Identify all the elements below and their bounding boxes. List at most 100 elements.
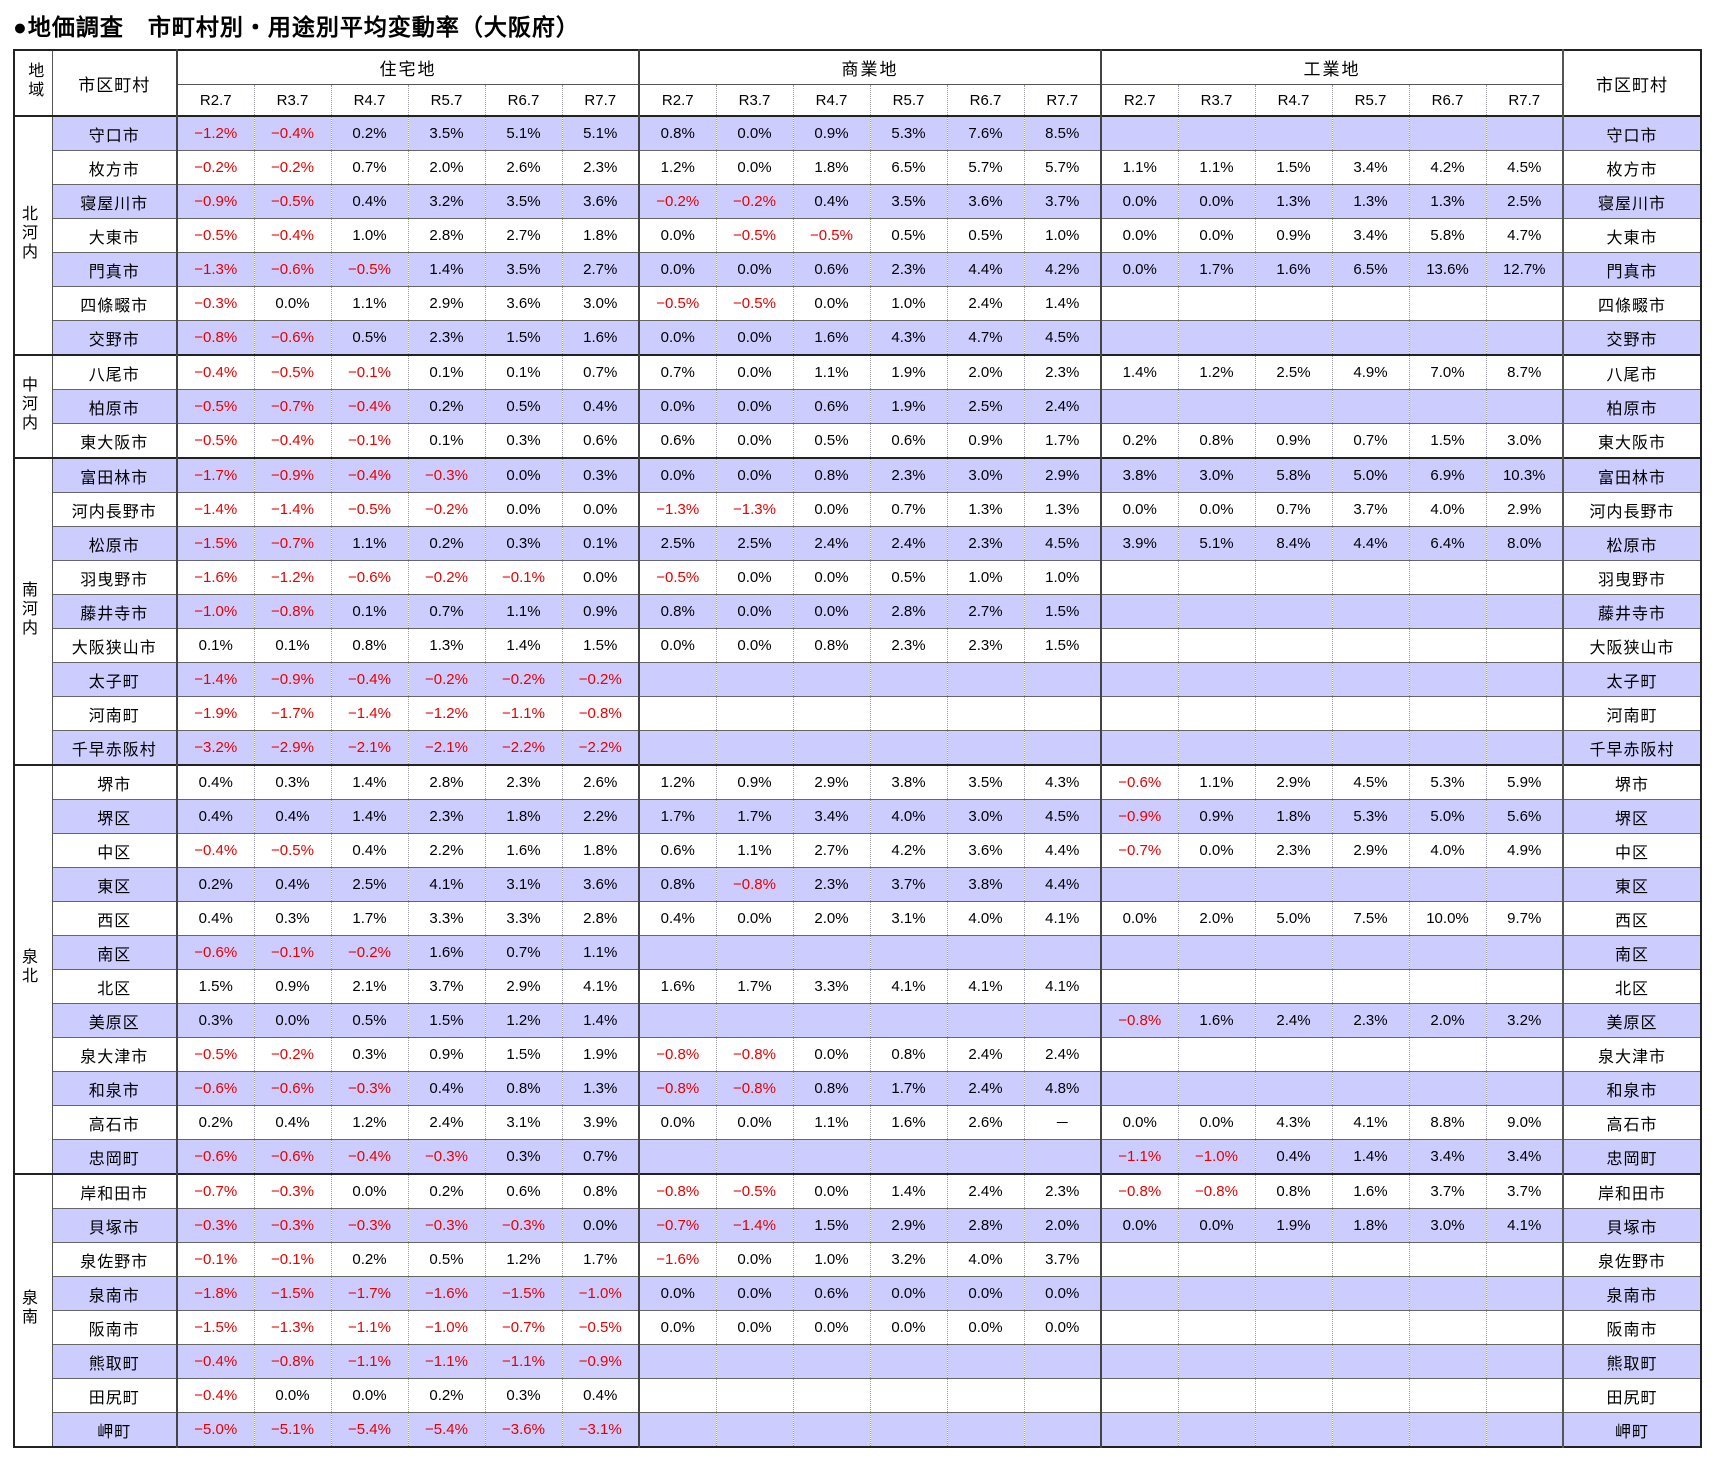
value-cell-residential: 0.3% [561, 457, 639, 493]
value-cell-residential: 1.5% [407, 1003, 485, 1038]
table-row: 中区 −0.4% −0.5% 0.4% 2.2% 1.6% 1.8% 0.6% 1.1% 2.7%… [14, 833, 1701, 868]
value-cell-commercial: 0.6% [638, 423, 716, 458]
value-cell-commercial: 3.6% [946, 833, 1024, 868]
value-cell-industrial: 1.8% [1331, 1208, 1409, 1243]
value-cell-industrial [1408, 389, 1486, 424]
value-cell-residential: 0.1% [561, 526, 639, 561]
value-cell-residential: 0.0% [484, 457, 562, 493]
value-cell-commercial: 4.0% [946, 901, 1024, 936]
value-cell-commercial: −0.7% [638, 1208, 716, 1243]
value-cell-residential: 1.4% [484, 628, 562, 663]
value-cell-commercial: 2.8% [946, 1208, 1024, 1243]
value-cell-commercial [1023, 662, 1101, 697]
value-cell-commercial [1023, 1139, 1101, 1174]
value-cell-industrial: 4.5% [1331, 764, 1409, 800]
value-cell-industrial: 4.5% [1485, 150, 1563, 185]
value-cell-residential: −0.6% [253, 1071, 331, 1106]
value-cell-industrial: 0.0% [1177, 184, 1255, 219]
municipality-cell: 富田林市 [52, 457, 177, 493]
value-cell-residential: −0.2% [330, 935, 408, 970]
value-cell-industrial [1485, 1412, 1563, 1447]
value-cell-industrial [1485, 560, 1563, 595]
value-cell-industrial [1485, 389, 1563, 424]
value-cell-commercial [638, 662, 716, 697]
header-period: R2.7 [176, 84, 254, 116]
value-cell-commercial: 2.5% [638, 526, 716, 561]
value-cell-industrial [1408, 1412, 1486, 1447]
table-row: 千早赤阪村 −3.2% −2.9% −2.1% −2.1% −2.2% −2.2% 千早赤阪村 [14, 730, 1701, 765]
value-cell-residential: −1.7% [253, 696, 331, 731]
municipality-cell-right: 八尾市 [1562, 354, 1701, 390]
value-cell-residential: 0.0% [561, 492, 639, 527]
value-cell-industrial [1254, 969, 1332, 1004]
value-cell-commercial: 5.7% [946, 150, 1024, 185]
municipality-cell: 美原区 [52, 1003, 177, 1038]
municipality-cell: 太子町 [52, 662, 177, 697]
value-cell-industrial [1485, 594, 1563, 629]
value-cell-commercial: 1.0% [869, 286, 947, 321]
value-cell-industrial [1177, 969, 1255, 1004]
value-cell-residential: 0.0% [484, 492, 562, 527]
value-cell-commercial: −0.5% [715, 1173, 793, 1209]
value-cell-commercial: 4.0% [946, 1242, 1024, 1277]
value-cell-industrial [1100, 696, 1178, 731]
value-cell-industrial: 3.0% [1408, 1208, 1486, 1243]
value-cell-industrial: 2.5% [1254, 354, 1332, 390]
value-cell-commercial: 1.3% [1023, 492, 1101, 527]
value-cell-residential: −1.7% [330, 1276, 408, 1311]
value-cell-industrial [1408, 594, 1486, 629]
value-cell-residential: 2.0% [407, 150, 485, 185]
value-cell-commercial: 1.1% [792, 354, 870, 390]
value-cell-commercial: 0.8% [638, 867, 716, 902]
value-cell-industrial [1100, 662, 1178, 697]
value-cell-commercial: 4.4% [946, 252, 1024, 287]
value-cell-commercial: 0.0% [792, 492, 870, 527]
value-cell-residential: 2.2% [407, 833, 485, 868]
value-cell-commercial: 1.6% [869, 1105, 947, 1140]
value-cell-residential: −0.6% [176, 1139, 254, 1174]
value-cell-industrial: 0.7% [1254, 492, 1332, 527]
value-cell-industrial [1254, 115, 1332, 151]
value-cell-industrial: 5.3% [1408, 764, 1486, 800]
value-cell-residential: −1.1% [330, 1310, 408, 1345]
value-cell-industrial [1177, 320, 1255, 355]
header-period: R3.7 [1177, 84, 1255, 116]
header-period: R6.7 [946, 84, 1024, 116]
value-cell-residential: 1.8% [561, 833, 639, 868]
value-cell-industrial [1331, 867, 1409, 902]
value-cell-residential: 0.2% [407, 526, 485, 561]
value-cell-industrial: 1.6% [1254, 252, 1332, 287]
value-cell-industrial: 0.0% [1100, 492, 1178, 527]
municipality-cell: 岸和田市 [52, 1173, 177, 1209]
value-cell-residential: −0.6% [330, 560, 408, 595]
value-cell-residential: 2.6% [561, 764, 639, 800]
value-cell-industrial: 0.2% [1100, 423, 1178, 458]
value-cell-residential: 0.9% [407, 1037, 485, 1072]
value-cell-commercial: 3.4% [792, 799, 870, 834]
value-cell-industrial: 3.2% [1485, 1003, 1563, 1038]
value-cell-residential: 4.1% [561, 969, 639, 1004]
value-cell-commercial: 0.0% [715, 594, 793, 629]
value-cell-residential: 0.0% [330, 1378, 408, 1413]
value-cell-residential: −0.2% [253, 150, 331, 185]
value-cell-industrial: −1.1% [1100, 1139, 1178, 1174]
value-cell-commercial: −0.5% [715, 218, 793, 253]
value-cell-industrial [1331, 1412, 1409, 1447]
value-cell-residential: −0.4% [330, 1139, 408, 1174]
value-cell-commercial: 2.3% [1023, 354, 1101, 390]
value-cell-industrial: 5.3% [1331, 799, 1409, 834]
value-cell-industrial: 2.4% [1254, 1003, 1332, 1038]
municipality-cell-right: 富田林市 [1562, 457, 1701, 493]
value-cell-industrial: 12.7% [1485, 252, 1563, 287]
value-cell-commercial: 0.0% [1023, 1276, 1101, 1311]
value-cell-commercial: 0.0% [792, 1037, 870, 1072]
value-cell-commercial: 1.7% [1023, 423, 1101, 458]
value-cell-industrial: 8.4% [1254, 526, 1332, 561]
value-cell-industrial [1100, 594, 1178, 629]
value-cell-industrial [1331, 628, 1409, 663]
value-cell-residential: 1.6% [561, 320, 639, 355]
value-cell-residential: −1.5% [176, 1310, 254, 1345]
value-cell-commercial: 0.4% [638, 901, 716, 936]
municipality-cell-right: 大東市 [1562, 218, 1701, 253]
